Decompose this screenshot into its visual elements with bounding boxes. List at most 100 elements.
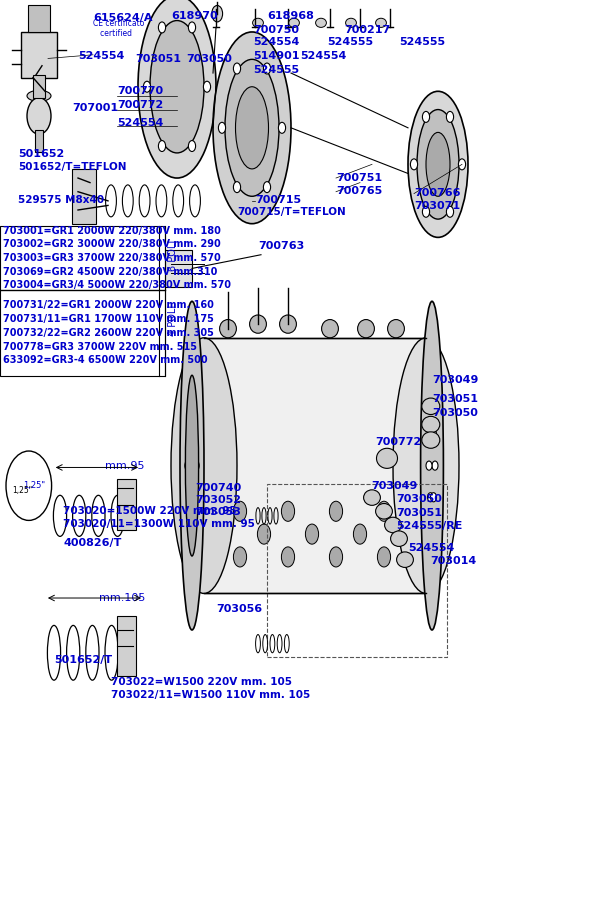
Text: 703049: 703049 <box>432 375 478 385</box>
Circle shape <box>426 461 432 470</box>
Text: 529575 M8x40: 529575 M8x40 <box>18 195 104 205</box>
Circle shape <box>263 182 271 193</box>
Text: 700765: 700765 <box>336 186 382 196</box>
Text: 707001: 707001 <box>72 103 118 113</box>
Ellipse shape <box>353 524 367 544</box>
Bar <box>72 169 96 224</box>
Text: 703004=GR3/4 5000W 220/380V mm. 570: 703004=GR3/4 5000W 220/380V mm. 570 <box>3 280 231 290</box>
Ellipse shape <box>235 87 269 169</box>
Ellipse shape <box>233 547 247 567</box>
Text: 514901: 514901 <box>253 51 300 61</box>
Ellipse shape <box>422 432 440 448</box>
Text: 524554: 524554 <box>253 37 299 47</box>
Ellipse shape <box>257 524 271 544</box>
Bar <box>117 479 136 530</box>
Circle shape <box>190 496 197 507</box>
Text: 703002=GR2 3000W 220/380V mm. 290: 703002=GR2 3000W 220/380V mm. 290 <box>3 239 221 249</box>
Bar <box>28 5 50 32</box>
Ellipse shape <box>27 98 51 134</box>
Circle shape <box>233 63 241 74</box>
Circle shape <box>410 159 418 170</box>
Circle shape <box>158 22 166 33</box>
Text: 524554: 524554 <box>300 51 346 61</box>
Text: 501652/T=TEFLON: 501652/T=TEFLON <box>18 162 127 172</box>
Text: 615624/A: 615624/A <box>93 13 152 23</box>
Circle shape <box>190 425 197 436</box>
Text: 700740: 700740 <box>195 483 241 493</box>
Circle shape <box>6 451 52 520</box>
Ellipse shape <box>185 375 199 556</box>
Ellipse shape <box>408 91 468 237</box>
Text: 703071: 703071 <box>414 201 460 211</box>
Circle shape <box>278 122 286 133</box>
Text: 703051: 703051 <box>432 394 478 404</box>
Circle shape <box>427 429 433 438</box>
Text: 400826/T: 400826/T <box>63 538 121 548</box>
Text: 703020/11=1300W 110V mm. 95: 703020/11=1300W 110V mm. 95 <box>63 519 255 529</box>
Circle shape <box>218 122 226 133</box>
Ellipse shape <box>358 320 374 338</box>
Ellipse shape <box>376 504 392 519</box>
Circle shape <box>192 460 199 471</box>
Circle shape <box>263 63 271 74</box>
Ellipse shape <box>422 416 440 433</box>
Text: 700732/22=GR2 2600W 220V mm. 305: 700732/22=GR2 2600W 220V mm. 305 <box>3 328 214 338</box>
Bar <box>162 250 192 287</box>
Bar <box>204 338 426 593</box>
Ellipse shape <box>417 110 459 219</box>
Ellipse shape <box>281 501 295 521</box>
Circle shape <box>427 493 433 502</box>
Ellipse shape <box>280 315 296 333</box>
Text: 4 POLI: 4 POLI <box>168 305 178 336</box>
Bar <box>35 130 43 152</box>
Text: 501652/T: 501652/T <box>54 655 112 665</box>
Text: 703050: 703050 <box>432 408 478 418</box>
Ellipse shape <box>421 301 443 630</box>
Bar <box>267 484 447 657</box>
Text: 1,25": 1,25" <box>13 486 33 495</box>
Text: 703001=GR1 2000W 220/380V mm. 180: 703001=GR1 2000W 220/380V mm. 180 <box>3 226 221 236</box>
Text: CE certificato
   certified: CE certificato certified <box>93 19 145 38</box>
Ellipse shape <box>150 21 204 153</box>
Ellipse shape <box>377 547 391 567</box>
Text: 524555/RE: 524555/RE <box>396 521 463 531</box>
Text: 524554: 524554 <box>408 543 454 553</box>
Circle shape <box>446 206 454 217</box>
Ellipse shape <box>316 18 326 27</box>
Ellipse shape <box>364 489 380 506</box>
Text: 700750: 700750 <box>253 25 299 35</box>
Circle shape <box>233 182 241 193</box>
Ellipse shape <box>253 18 263 27</box>
Text: 703022/11=W1500 110V mm. 105: 703022/11=W1500 110V mm. 105 <box>111 690 310 700</box>
Ellipse shape <box>250 315 266 333</box>
Circle shape <box>187 496 194 507</box>
Text: 703056: 703056 <box>216 603 262 614</box>
Text: 618970: 618970 <box>171 11 218 21</box>
Text: 703050: 703050 <box>396 494 442 504</box>
Text: 618968: 618968 <box>267 11 314 21</box>
Text: 524555: 524555 <box>253 65 299 75</box>
Ellipse shape <box>426 132 450 196</box>
Text: 501652: 501652 <box>18 149 64 159</box>
Circle shape <box>203 81 211 92</box>
Text: 703069=GR2 4500W 220/380V mm.310: 703069=GR2 4500W 220/380V mm.310 <box>3 267 217 277</box>
Text: 524555: 524555 <box>399 37 445 47</box>
Text: 700770: 700770 <box>117 86 163 96</box>
Bar <box>33 75 45 98</box>
Text: 700715: 700715 <box>255 194 301 205</box>
Text: 700772: 700772 <box>117 100 163 110</box>
Text: 700731/11=GR1 1700W 110V mm. 175: 700731/11=GR1 1700W 110V mm. 175 <box>3 314 214 324</box>
Ellipse shape <box>385 517 401 533</box>
Text: 700763: 700763 <box>258 241 304 251</box>
Text: 700766: 700766 <box>414 188 461 198</box>
Text: 703049: 703049 <box>371 481 417 491</box>
Ellipse shape <box>388 320 404 338</box>
Text: 703014: 703014 <box>430 556 476 566</box>
Ellipse shape <box>422 398 440 415</box>
Ellipse shape <box>180 301 204 630</box>
Ellipse shape <box>393 338 459 593</box>
Circle shape <box>187 425 194 436</box>
Text: 703050: 703050 <box>186 54 232 64</box>
Text: 700772: 700772 <box>375 437 421 447</box>
Text: 1,25": 1,25" <box>23 481 45 490</box>
